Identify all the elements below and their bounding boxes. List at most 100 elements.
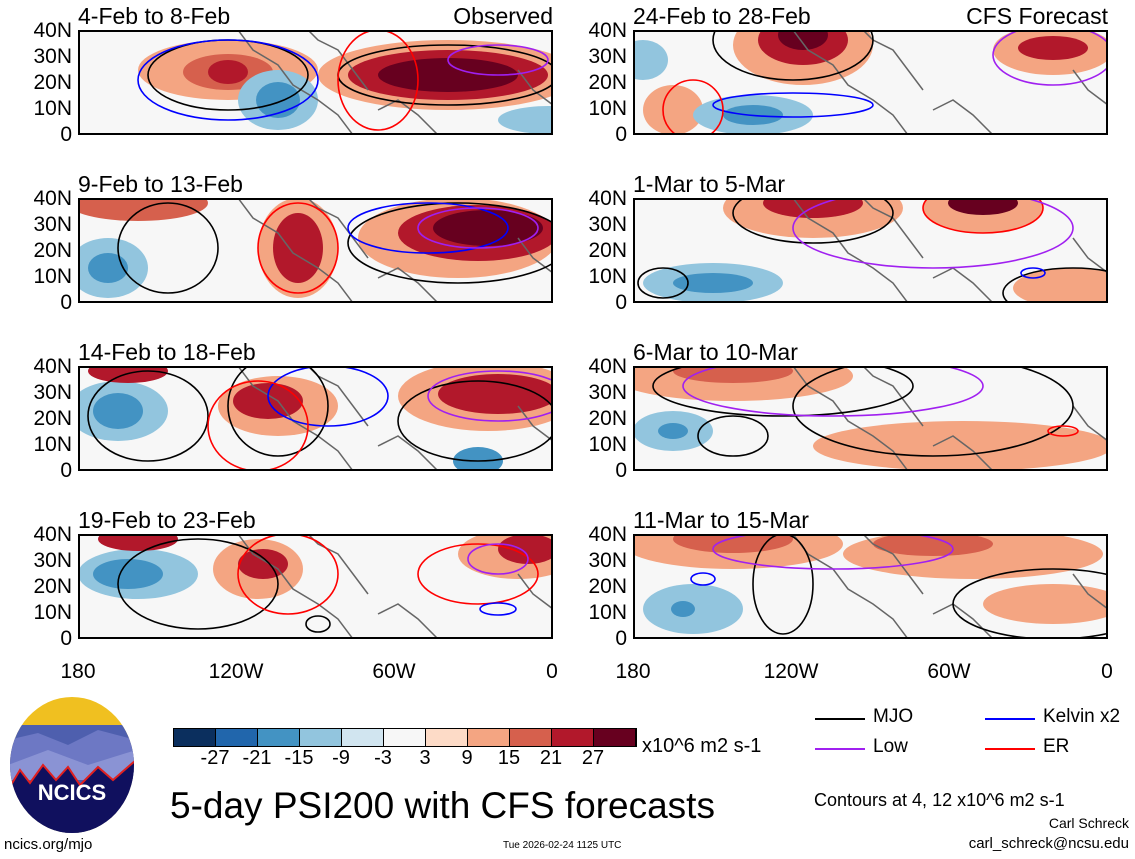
contour-line (752, 536, 814, 635)
y-tick-label: 40N (33, 19, 72, 42)
url-link[interactable]: ncics.org/mjo (4, 836, 93, 853)
y-tick-label: 40N (588, 355, 627, 378)
contour-line (697, 415, 769, 457)
coastline (793, 536, 1106, 637)
contour-line (690, 572, 716, 586)
panel-tag: CFS Forecast (966, 3, 1108, 29)
contour-line (427, 370, 551, 422)
coastline (238, 536, 551, 637)
y-tick-label: 20N (33, 407, 72, 430)
legend-label: MJO (873, 706, 914, 727)
email[interactable]: carl_schreck@ncsu.edu (968, 835, 1129, 852)
psi-anomaly-area (273, 213, 323, 283)
panel-title: 24-Feb to 28-Feb (633, 3, 811, 29)
contour-line (1047, 425, 1079, 437)
colorbar-swatch (216, 729, 258, 746)
contour-line (257, 202, 339, 294)
coastline (793, 368, 1106, 469)
colorbar-units: x10^6 m2 s-1 (642, 735, 762, 757)
x-tick-label: 180 (60, 660, 96, 683)
colorbar-swatch (552, 729, 594, 746)
y-tick-label: 30N (33, 45, 72, 68)
x-tick-label: 120W (208, 660, 264, 683)
contour-line (227, 368, 329, 457)
colorbar-swatch (384, 729, 426, 746)
contour-line (347, 202, 509, 254)
colorbar-swatch (468, 729, 510, 746)
colorbar-tick-label: -27 (200, 747, 230, 769)
contour-line (397, 380, 551, 462)
contour-note: Contours at 4, 12 x10^6 m2 s-1 (814, 790, 1065, 810)
psi-anomaly-area (658, 423, 688, 439)
colorbar-swatch (258, 729, 300, 746)
contour-line (117, 538, 279, 630)
colorbar-tick-label: -3 (374, 747, 392, 769)
psi-anomaly-area (873, 536, 993, 556)
y-tick-label: 10N (33, 97, 72, 120)
colorbar (173, 728, 637, 747)
psi-anomaly-area (98, 536, 178, 551)
colorbar-swatch (426, 729, 468, 746)
y-tick-label: 10N (588, 601, 627, 624)
contour-line (712, 92, 874, 118)
coastline (793, 32, 1106, 133)
y-tick-label: 30N (588, 549, 627, 572)
map-panel (633, 30, 1108, 135)
y-tick-label: 30N (33, 549, 72, 572)
y-tick-label: 0 (615, 291, 627, 314)
contour-line (712, 32, 874, 81)
psi-anomaly-area (673, 536, 793, 553)
panel-title: 6-Mar to 10-Mar (633, 339, 798, 365)
timestamp: Tue 2026-02-24 1125 UTC (503, 840, 622, 851)
colorbar-swatch (300, 729, 342, 746)
y-tick-label: 0 (615, 123, 627, 146)
colorbar-tick-label: -9 (332, 747, 350, 769)
contour-line (1002, 267, 1106, 301)
colorbar-tick-label: 27 (581, 747, 605, 769)
map-panel (633, 366, 1108, 471)
contour-line (237, 536, 339, 615)
psi-anomaly-area (813, 421, 1106, 469)
psi-anomaly-area (948, 200, 1018, 215)
map-panel (78, 30, 553, 135)
author: Carl Schreck (1048, 815, 1129, 831)
y-tick-label: 30N (33, 213, 72, 236)
contour-line (662, 79, 724, 133)
x-tick-label: 120W (763, 660, 819, 683)
y-tick-label: 10N (33, 433, 72, 456)
contour-line (732, 200, 894, 244)
contour-line (682, 368, 984, 417)
legend-label: Kelvin x2 (1043, 706, 1121, 727)
colorbar-tick-label: 21 (539, 747, 563, 769)
psi-anomaly-area (635, 40, 668, 80)
colorbar-swatch (174, 729, 216, 746)
y-tick-label: 0 (60, 123, 72, 146)
colorbar-swatch (342, 729, 384, 746)
panel-title: 1-Mar to 5-Mar (633, 171, 786, 197)
contour-line (267, 368, 389, 427)
psi-anomaly-area (80, 200, 208, 221)
y-tick-label: 0 (60, 627, 72, 650)
map-panel (633, 198, 1108, 303)
ncics-logo: NCICS (8, 695, 136, 840)
contour-line (637, 267, 689, 299)
contour-line (712, 536, 954, 570)
legend-line (815, 748, 865, 750)
psi-anomaly-area (498, 106, 551, 133)
coastline (238, 200, 551, 301)
contour-line (952, 568, 1106, 637)
psi-anomaly-area (438, 374, 551, 414)
colorbar-tick-label: 15 (497, 747, 521, 769)
contour-line (417, 207, 539, 249)
colorbar-swatch (510, 729, 552, 746)
logo-text: NCICS (38, 780, 106, 805)
y-tick-label: 0 (615, 459, 627, 482)
y-tick-label: 0 (60, 459, 72, 482)
y-tick-label: 20N (588, 407, 627, 430)
y-tick-label: 10N (588, 265, 627, 288)
contour-line (467, 543, 529, 575)
psi-anomaly-area (498, 536, 551, 564)
legend-label: Low (873, 736, 908, 757)
contour-line (417, 543, 539, 605)
y-tick-label: 20N (588, 239, 627, 262)
